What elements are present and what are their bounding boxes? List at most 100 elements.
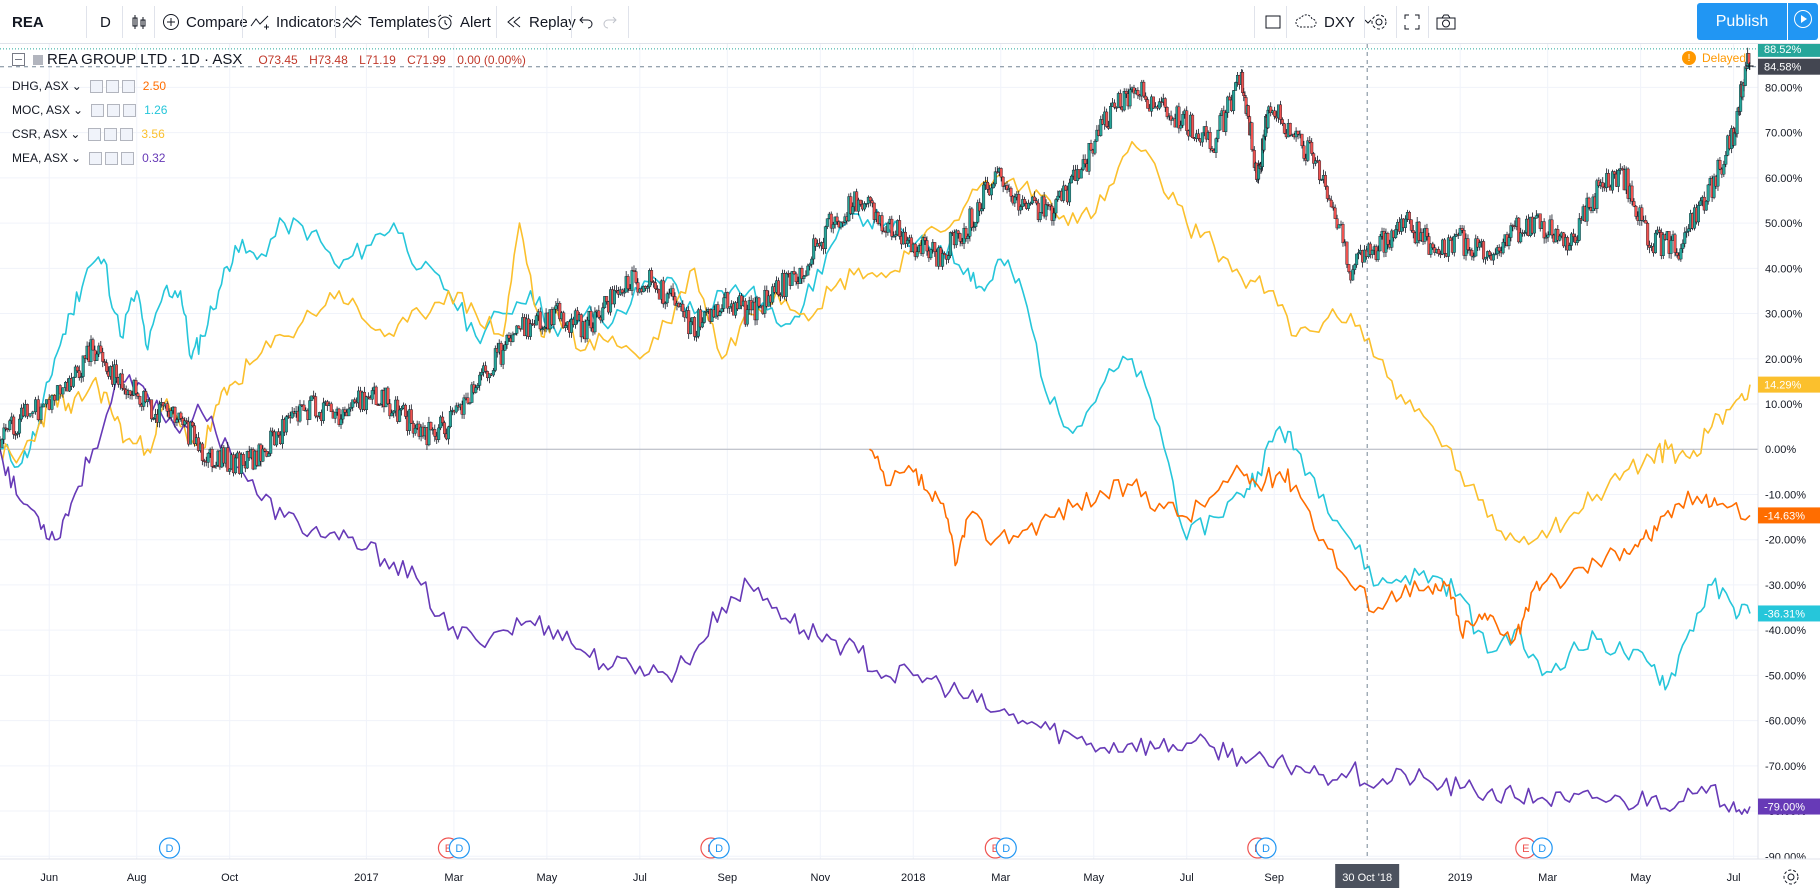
candle-body (183, 420, 187, 426)
compare-button[interactable]: Compare (162, 0, 248, 44)
indicators-label: Indicators (276, 13, 342, 31)
candle-body (1523, 232, 1527, 234)
divider (154, 6, 155, 38)
candle-body (663, 302, 667, 305)
settings-button[interactable] (1370, 0, 1394, 44)
x-tick-label: Sep (1264, 872, 1284, 884)
candle-body (538, 311, 542, 330)
settings-icon[interactable] (105, 79, 119, 93)
legend-row-csr[interactable]: CSR, ASX ⌄ 3.56 (12, 127, 165, 141)
legend-row-mea[interactable]: MEA, ASX ⌄ 0.32 (12, 151, 165, 165)
candle-body (507, 335, 511, 339)
candle-body (1136, 90, 1140, 96)
candle-body (605, 296, 609, 302)
time-axis[interactable]: Jun Aug Oct 2017 Mar May Jul Sep Nov 2018 Mar May Ju… (0, 858, 1820, 895)
play-button[interactable] (1788, 3, 1818, 40)
visibility-icon[interactable] (89, 151, 103, 165)
earnings-marker: E (1515, 837, 1537, 859)
candle-body (903, 231, 907, 244)
candle-body (1409, 219, 1413, 231)
candle-body (366, 396, 370, 398)
close-icon[interactable] (121, 79, 135, 93)
candle-body (943, 253, 947, 256)
candle-body (1083, 159, 1087, 165)
candle-body (1226, 96, 1230, 114)
candle-body (138, 396, 142, 405)
candle-body (784, 273, 788, 297)
price-axis[interactable]: 80.00% 70.00% 60.00% 50.00% 40.00% 30.00% 20.0… (1757, 44, 1820, 863)
candle-body (1347, 264, 1351, 273)
close-icon[interactable] (123, 103, 137, 117)
candle-body (103, 361, 107, 363)
candle-body (956, 230, 960, 234)
delayed-badge[interactable]: ! Delayed (1682, 51, 1746, 65)
candle-body (1228, 96, 1232, 101)
candle-body (77, 370, 81, 379)
price-chart[interactable]: + DEDEDEDEDED 80.00% 70.00% 60.00% 50.00% 40… (0, 44, 1820, 895)
visibility-icon[interactable] (89, 79, 103, 93)
candle-body (540, 328, 544, 331)
candle-body (1632, 201, 1636, 207)
close-icon[interactable] (120, 127, 134, 141)
candle-body (165, 403, 169, 412)
fullscreen-select-button[interactable] (1264, 0, 1288, 44)
visibility-icon[interactable] (88, 127, 102, 141)
x-tick-label: Mar (444, 872, 463, 884)
settings-icon[interactable] (107, 103, 121, 117)
candle-body (554, 305, 558, 310)
publish-button[interactable]: Publish (1697, 3, 1787, 40)
candle-body (593, 311, 597, 333)
chart-style-button[interactable] (130, 0, 154, 44)
candle-body (1607, 173, 1611, 188)
last-value-bg (1758, 44, 1820, 57)
event-letter: D (1262, 843, 1270, 855)
interval-button[interactable]: D (100, 0, 111, 44)
legend-row-dhg[interactable]: DHG, ASX ⌄ 2.50 (12, 79, 166, 93)
candle-body (810, 258, 814, 265)
replay-button[interactable]: Replay (505, 0, 576, 44)
fullscreen-button[interactable] (1404, 0, 1426, 44)
candle-body (314, 396, 318, 417)
undo-button[interactable] (578, 0, 600, 44)
dividend-marker: D (1255, 837, 1277, 859)
y-tick-label: -70.00% (1765, 761, 1806, 773)
x-tick-label: Jul (1727, 872, 1741, 884)
indicators-button[interactable]: Indicators (250, 0, 341, 44)
settings-icon[interactable] (104, 127, 118, 141)
templates-button[interactable]: Templates (342, 0, 436, 44)
chevron-down-icon: ⌄ (73, 103, 84, 117)
candle-body (1069, 175, 1073, 184)
candle-body (923, 237, 927, 241)
symbol-search[interactable]: REA (12, 0, 44, 44)
candle-body (849, 196, 853, 214)
candle-body (1329, 199, 1333, 208)
warning-icon: ! (1682, 51, 1696, 65)
candle-body (1234, 82, 1238, 91)
dividend-marker: D (448, 837, 470, 859)
candle-body (284, 416, 288, 433)
compare-symbol-button[interactable]: DXY (1294, 0, 1379, 44)
alert-button[interactable]: Alert (436, 0, 491, 44)
settings-icon[interactable] (105, 151, 119, 165)
candle-body (1698, 200, 1702, 206)
divider (1396, 6, 1397, 38)
snapshot-button[interactable] (1436, 0, 1462, 44)
candle-body (448, 411, 452, 428)
candle-body (650, 270, 654, 282)
collapse-icon[interactable] (12, 53, 25, 66)
candle-body (1208, 132, 1212, 149)
dividend-marker: D (158, 837, 181, 859)
candle-body (1273, 110, 1277, 117)
visibility-icon[interactable] (91, 103, 105, 117)
candle-body (2, 427, 6, 440)
redo-icon (602, 14, 618, 30)
legend-row-moc[interactable]: MOC, ASX ⌄ 1.26 (12, 103, 167, 117)
candle-body (1169, 115, 1173, 121)
axis-settings-button[interactable] (1780, 868, 1802, 890)
candle-body (175, 419, 179, 423)
last-value-label: -36.31% (1758, 605, 1820, 622)
candle-body (101, 352, 105, 362)
candle-body (1319, 179, 1323, 181)
close-icon[interactable] (121, 151, 135, 165)
redo-button[interactable] (602, 0, 624, 44)
